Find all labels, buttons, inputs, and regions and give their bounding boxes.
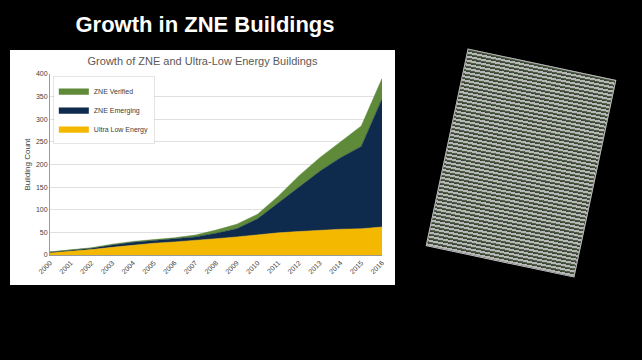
svg-text:2016: 2016 (369, 259, 385, 275)
svg-text:2015: 2015 (348, 259, 364, 275)
svg-text:2014: 2014 (328, 259, 344, 275)
svg-text:Ultra Low Energy: Ultra Low Energy (94, 126, 148, 134)
svg-text:2011: 2011 (266, 259, 282, 275)
svg-text:2012: 2012 (286, 259, 302, 275)
svg-text:2001: 2001 (58, 259, 74, 275)
html-text:Growth in ZNE Buildings: Growth in ZNE Buildings (75, 12, 335, 37)
svg-text:100: 100 (36, 206, 48, 213)
svg-text:Building Count: Building Count (23, 138, 32, 191)
svg-text:300: 300 (36, 116, 48, 123)
svg-text:2010: 2010 (245, 259, 261, 275)
svg-text:400: 400 (36, 70, 48, 77)
svg-text:50: 50 (40, 229, 48, 236)
svg-text:2002: 2002 (79, 259, 95, 275)
svg-text:2007: 2007 (182, 259, 198, 275)
svg-text:ZNE Emerging: ZNE Emerging (94, 107, 140, 115)
svg-text:250: 250 (36, 138, 48, 145)
svg-text:2003: 2003 (99, 259, 115, 275)
svg-text:2009: 2009 (224, 259, 240, 275)
svg-text:2006: 2006 (162, 259, 178, 275)
svg-text:2013: 2013 (307, 259, 323, 275)
svg-text:Growth of ZNE and Ultra-Low En: Growth of ZNE and Ultra-Low Energy Build… (88, 55, 318, 67)
svg-text:350: 350 (36, 93, 48, 100)
svg-text:2005: 2005 (141, 259, 157, 275)
svg-text:ZNE Verified: ZNE Verified (94, 88, 133, 95)
svg-text:2000: 2000 (37, 259, 53, 275)
svg-text:200: 200 (36, 161, 48, 168)
svg-text:0: 0 (44, 251, 48, 258)
svg-text:2004: 2004 (120, 259, 136, 275)
svg-text:2008: 2008 (203, 259, 219, 275)
svg-text:150: 150 (36, 184, 48, 191)
